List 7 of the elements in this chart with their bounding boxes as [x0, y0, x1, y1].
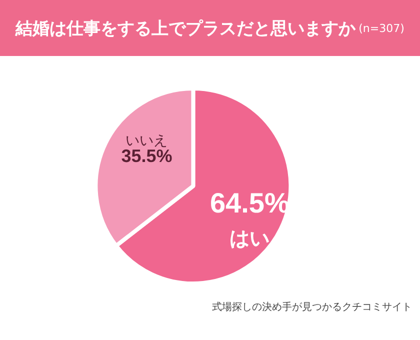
- text: (n=307): [358, 22, 404, 34]
- data-label: 64.5%: [210, 187, 290, 218]
- slice-label: はい: [230, 228, 270, 250]
- slice-label: いいえ: [126, 132, 168, 148]
- text: 式場探しの決め手が見つかるクチコミサイト: [212, 300, 412, 314]
- chart-title: 結婚は仕事をする上でプラスだと思いますか: [16, 18, 356, 40]
- data-label: 35.5%: [121, 146, 172, 166]
